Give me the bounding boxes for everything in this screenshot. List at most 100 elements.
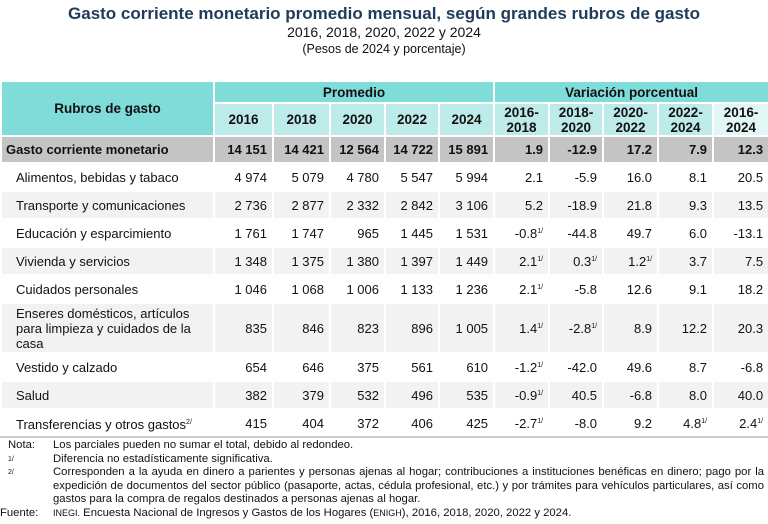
var-value: 16.0 xyxy=(626,169,653,185)
avg-cell: 2 842 xyxy=(384,190,440,220)
year-header: 2020 xyxy=(329,102,386,137)
var-cell: 49.7 xyxy=(602,218,660,248)
avg-cell: 4 974 xyxy=(213,162,274,192)
var-value: -18.9 xyxy=(567,197,598,213)
var-value: 8.0 xyxy=(688,387,708,403)
var-value: 9.2 xyxy=(633,415,653,431)
avg-cell: 896 xyxy=(384,302,440,354)
var-cell: -13.1 xyxy=(712,218,768,248)
var-value: 49.6 xyxy=(626,359,653,375)
var-cell: 4.81/ xyxy=(657,408,715,438)
var-value: 49.7 xyxy=(626,225,653,241)
var-value: 0.3 xyxy=(573,253,592,269)
table-row: Transporte y comunicaciones 2 736 2 877 2 3… xyxy=(0,190,768,220)
avg-cell: 379 xyxy=(272,380,331,410)
footnote-ref: 1/ xyxy=(757,417,764,425)
avg-cell: 5 994 xyxy=(437,162,496,192)
avg-cell: 1 449 xyxy=(437,246,496,276)
year-header: 2024 xyxy=(437,102,496,137)
var-cell: 2.41/ xyxy=(712,408,768,438)
table-row: Cuidados personales 1 046 1 068 1 006 1 133 1… xyxy=(0,274,768,304)
var-value: 9.1 xyxy=(688,281,708,297)
avg-cell: 835 xyxy=(213,302,274,354)
subtitle: 2016, 2018, 2020, 2022 y 2024 xyxy=(287,24,481,40)
source-acronym: ENIGH xyxy=(373,507,402,518)
avg-cell: 4 780 xyxy=(329,162,386,192)
var-value: -8.0 xyxy=(574,415,598,431)
var-cell: 12.6 xyxy=(602,274,660,304)
var-cell: -1.21/ xyxy=(493,352,551,382)
avg-cell: 1 068 xyxy=(272,274,331,304)
var-cell: 17.2 xyxy=(602,135,660,164)
note-key: Nota: xyxy=(8,439,36,451)
avg-cell: 561 xyxy=(384,352,440,382)
var-value: 12.6 xyxy=(626,281,653,297)
var-value: -44.8 xyxy=(567,225,598,241)
avg-cell: 1 531 xyxy=(437,218,496,248)
var-cell: 9.2 xyxy=(602,408,660,438)
var-cell: -18.9 xyxy=(548,190,605,220)
avg-cell: 654 xyxy=(213,352,274,382)
table-row: Vivienda y servicios 1 348 1 375 1 380 1 397… xyxy=(0,246,768,276)
row-label-text: Alimentos, bebidas y tabaco xyxy=(16,169,179,185)
avg-cell: 535 xyxy=(437,380,496,410)
row-label-text: Vivienda y servicios xyxy=(16,253,130,269)
avg-cell: 415 xyxy=(213,408,274,438)
var-cell: -44.8 xyxy=(548,218,605,248)
avg-cell: 14 722 xyxy=(384,135,440,164)
footnote-ref: 1/ xyxy=(591,255,598,263)
row-label: Transferencias y otros gastos2/ xyxy=(0,408,215,438)
header-promedio: Promedio xyxy=(212,80,496,104)
avg-cell: 2 332 xyxy=(329,190,386,220)
var-value: 1.2 xyxy=(628,253,647,269)
avg-cell: 1 348 xyxy=(213,246,274,276)
var-cell: -6.8 xyxy=(712,352,768,382)
var-value: -1.2 xyxy=(514,359,538,375)
source-survey: Encuesta Nacional de Ingresos y Gastos d… xyxy=(80,506,374,519)
header-variacion: Variación porcentual xyxy=(493,80,768,104)
var-cell: 8.7 xyxy=(657,352,715,382)
table-row: Salud 382 379 532 496 535 -0.91/40.5 -6.8 8.0 40.… xyxy=(0,380,768,410)
row-label-text: Transferencias y otros gastos xyxy=(16,416,187,432)
var-value: 20.3 xyxy=(737,320,764,336)
row-label: Educación y esparcimiento xyxy=(0,218,215,248)
footnote-ref: 1/ xyxy=(537,255,544,263)
var-value: 13.5 xyxy=(737,197,764,213)
avg-cell: 496 xyxy=(384,380,440,410)
row-label: Alimentos, bebidas y tabaco xyxy=(0,162,215,192)
header-rubros: Rubros de gasto xyxy=(0,80,215,137)
var-cell: 6.0 xyxy=(657,218,715,248)
footnote-2-key: 2/ xyxy=(8,469,14,476)
var-cell: 3.7 xyxy=(657,246,715,276)
avg-cell: 5 079 xyxy=(272,162,331,192)
var-value: 7.5 xyxy=(745,253,764,269)
var-cell: 7.9 xyxy=(657,135,715,164)
footnote-1-key: 1/ xyxy=(8,455,14,463)
var-cell: 1.41/ xyxy=(493,302,551,354)
avg-cell: 15 891 xyxy=(437,135,496,164)
avg-cell: 1 133 xyxy=(384,274,440,304)
avg-cell: 375 xyxy=(329,352,386,382)
var-cell: 9.1 xyxy=(657,274,715,304)
row-label: Salud xyxy=(0,380,215,410)
var-value: -13.1 xyxy=(733,225,764,241)
var-value: -2.7 xyxy=(514,415,538,431)
var-cell: 13.5 xyxy=(712,190,768,220)
var-value: -6.8 xyxy=(740,359,764,375)
source-institution: INEGI. xyxy=(53,507,81,518)
var-value: 18.2 xyxy=(737,281,764,297)
table-row: Educación y esparcimiento 1 761 1 747 965 1 … xyxy=(0,218,768,248)
var-cell: 20.5 xyxy=(712,162,768,192)
source-text: INEGI. Encuesta Nacional de Ingresos y G… xyxy=(53,507,571,521)
footnote-ref: 1/ xyxy=(591,322,598,330)
avg-cell: 1 375 xyxy=(272,246,331,276)
avg-cell: 823 xyxy=(329,302,386,354)
total-row: Gasto corriente monetario 14 151 14 421 12 … xyxy=(0,135,768,164)
var-cell: 16.0 xyxy=(602,162,660,192)
avg-cell: 5 547 xyxy=(384,162,440,192)
period-header: 2020- 2022 xyxy=(602,102,660,137)
var-value: 6.0 xyxy=(688,225,708,241)
var-cell: 9.3 xyxy=(657,190,715,220)
var-cell: 21.8 xyxy=(602,190,660,220)
var-value: 40.0 xyxy=(737,387,764,403)
